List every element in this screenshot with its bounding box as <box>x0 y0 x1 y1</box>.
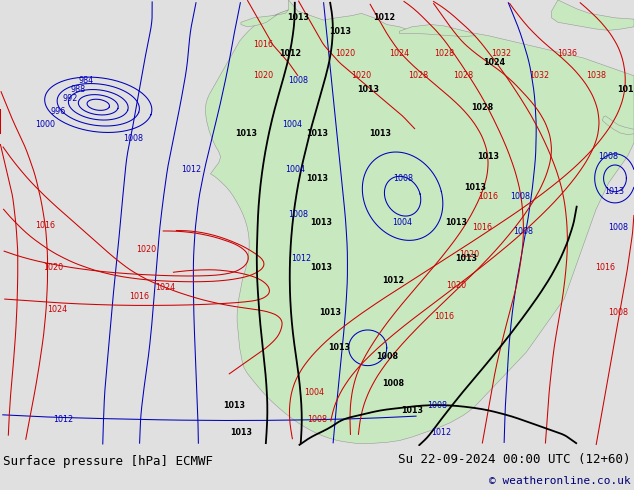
Text: 1004: 1004 <box>304 388 324 397</box>
Text: 1024: 1024 <box>484 58 505 67</box>
Text: 996: 996 <box>51 107 66 116</box>
Text: 1000: 1000 <box>36 121 56 129</box>
Text: 1008: 1008 <box>608 308 628 317</box>
Text: 1013: 1013 <box>370 129 391 138</box>
Text: 1032: 1032 <box>529 72 549 80</box>
Text: 1016: 1016 <box>253 40 273 49</box>
Text: 1008: 1008 <box>288 210 308 219</box>
Text: 1013: 1013 <box>310 263 332 272</box>
Text: 1024: 1024 <box>155 283 175 292</box>
Text: 1008: 1008 <box>608 223 628 232</box>
Text: Surface pressure [hPa] ECMWF: Surface pressure [hPa] ECMWF <box>3 455 213 468</box>
Text: 1012: 1012 <box>53 415 74 424</box>
Text: 1008: 1008 <box>376 352 398 361</box>
Text: 1013: 1013 <box>319 308 340 317</box>
Text: 1016: 1016 <box>595 263 616 272</box>
Text: 1008: 1008 <box>513 227 533 236</box>
Text: 1013: 1013 <box>287 13 309 23</box>
Text: 1008: 1008 <box>123 134 143 143</box>
Text: 1012: 1012 <box>291 254 311 263</box>
Text: 1004: 1004 <box>285 165 306 174</box>
Polygon shape <box>241 10 288 27</box>
Text: 1013: 1013 <box>446 219 467 227</box>
Text: 1012: 1012 <box>279 49 301 58</box>
Text: 1013: 1013 <box>357 85 378 94</box>
Text: 1012: 1012 <box>181 165 201 174</box>
Text: 1013: 1013 <box>455 254 477 263</box>
Text: 1012: 1012 <box>382 276 404 285</box>
Polygon shape <box>399 24 476 37</box>
Text: 1020: 1020 <box>136 245 156 254</box>
Text: 1013: 1013 <box>401 406 423 415</box>
Text: 1020: 1020 <box>335 49 356 58</box>
Text: 1016: 1016 <box>35 220 55 230</box>
Text: 1016: 1016 <box>129 292 150 301</box>
Text: 1024: 1024 <box>389 49 410 58</box>
Text: 1028: 1028 <box>408 72 429 80</box>
Text: 1013: 1013 <box>617 85 634 94</box>
Text: 1028: 1028 <box>453 72 473 80</box>
Text: 1012: 1012 <box>373 13 395 23</box>
Text: 1020: 1020 <box>43 263 63 272</box>
Polygon shape <box>205 0 634 443</box>
Text: 1008: 1008 <box>427 401 448 410</box>
Text: 1008: 1008 <box>510 192 530 201</box>
Text: 988: 988 <box>70 85 86 94</box>
Text: 1008: 1008 <box>393 174 413 183</box>
Text: 1028: 1028 <box>434 49 454 58</box>
Text: 1013: 1013 <box>477 151 499 161</box>
Polygon shape <box>552 0 634 30</box>
Text: 1013: 1013 <box>310 219 332 227</box>
Text: 1013: 1013 <box>230 428 252 437</box>
Text: 1032: 1032 <box>491 49 511 58</box>
Text: 1020: 1020 <box>446 281 467 290</box>
Text: 984: 984 <box>78 76 93 85</box>
Text: 1013: 1013 <box>306 174 328 183</box>
Polygon shape <box>602 116 634 135</box>
Text: 1004: 1004 <box>392 219 413 227</box>
Text: 1013: 1013 <box>224 401 245 410</box>
Text: 1013: 1013 <box>235 129 257 138</box>
Text: 1008: 1008 <box>382 379 404 388</box>
Text: 1008: 1008 <box>598 151 619 161</box>
Text: 1016: 1016 <box>434 312 454 321</box>
Text: 1028: 1028 <box>470 102 493 112</box>
Text: 1020: 1020 <box>459 250 479 259</box>
Text: 1012: 1012 <box>431 428 451 437</box>
Text: 1013: 1013 <box>329 27 351 36</box>
Text: 1016: 1016 <box>472 223 492 232</box>
Text: 1013: 1013 <box>306 129 328 138</box>
Text: 1008: 1008 <box>288 76 308 85</box>
Text: 992: 992 <box>62 94 77 102</box>
Text: 1016: 1016 <box>478 192 498 201</box>
Text: 1024: 1024 <box>48 305 68 315</box>
Text: © weatheronline.co.uk: © weatheronline.co.uk <box>489 476 631 486</box>
Text: 1038: 1038 <box>586 72 606 80</box>
Text: 1004: 1004 <box>282 121 302 129</box>
Text: 1020: 1020 <box>253 72 273 80</box>
Text: 1036: 1036 <box>557 49 578 58</box>
Text: 1020: 1020 <box>351 72 372 80</box>
Text: 1008: 1008 <box>307 415 327 424</box>
Text: 1013: 1013 <box>604 187 624 196</box>
Text: 1013: 1013 <box>465 183 486 192</box>
Text: Su 22-09-2024 00:00 UTC (12+60): Su 22-09-2024 00:00 UTC (12+60) <box>398 453 631 466</box>
Text: 1013: 1013 <box>328 343 350 352</box>
